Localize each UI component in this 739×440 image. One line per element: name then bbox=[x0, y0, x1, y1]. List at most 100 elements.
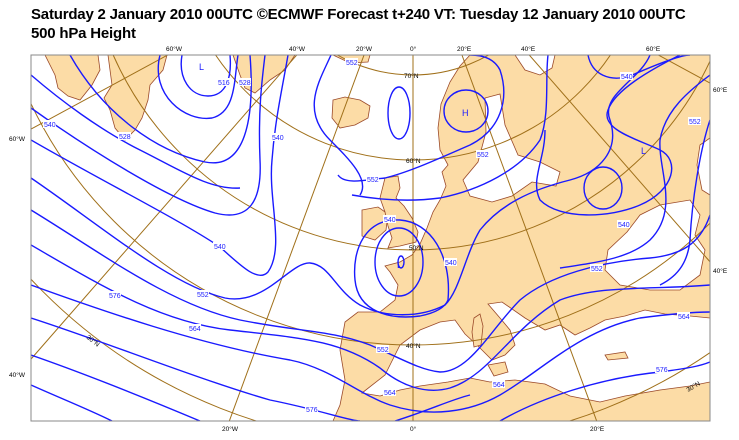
low-center-marker: L bbox=[397, 260, 402, 270]
contour bbox=[180, 55, 232, 97]
lon-label-bottom: 20°W bbox=[222, 425, 239, 433]
meridian-40e bbox=[528, 55, 710, 263]
contour-label: 516 bbox=[217, 78, 230, 87]
contour-label: 528 bbox=[118, 132, 131, 141]
contour-label: 552 bbox=[476, 150, 489, 159]
contour-label: 552 bbox=[590, 264, 603, 273]
svg-text:552: 552 bbox=[367, 177, 379, 184]
svg-text:576: 576 bbox=[656, 367, 668, 374]
contour-label: 552 bbox=[366, 175, 379, 184]
contour-label: 540 bbox=[43, 120, 56, 129]
svg-text:564: 564 bbox=[678, 314, 690, 321]
svg-text:564: 564 bbox=[384, 390, 396, 397]
contour-label: 540 bbox=[271, 133, 284, 142]
contour bbox=[31, 384, 113, 421]
contour bbox=[394, 394, 471, 421]
contour bbox=[583, 166, 623, 210]
contour bbox=[374, 227, 424, 297]
svg-text:540: 540 bbox=[618, 222, 630, 229]
contour bbox=[31, 244, 710, 391]
svg-text:540: 540 bbox=[272, 135, 284, 142]
land-crete bbox=[604, 351, 629, 361]
contour bbox=[157, 55, 239, 120]
contour bbox=[351, 55, 549, 201]
contour-label: 576 bbox=[108, 291, 121, 300]
chart-subtitle: 500 hPa Height bbox=[31, 25, 136, 42]
svg-text:564: 564 bbox=[189, 326, 201, 333]
land-sicily bbox=[487, 361, 509, 377]
contour-label: 540 bbox=[444, 258, 457, 267]
svg-text:552: 552 bbox=[197, 292, 209, 299]
contour-label: 552 bbox=[196, 290, 209, 299]
contour-label: 540 bbox=[213, 242, 226, 251]
svg-text:540: 540 bbox=[214, 244, 226, 251]
contour-label: 564 bbox=[677, 312, 690, 321]
svg-text:540: 540 bbox=[384, 217, 396, 224]
lon-label-top: 60°E bbox=[646, 45, 661, 53]
svg-text:516: 516 bbox=[218, 80, 230, 87]
contour-label: 564 bbox=[188, 324, 201, 333]
lon-label-top: 40°E bbox=[521, 45, 536, 53]
contour-label: 540 bbox=[620, 72, 633, 81]
chart-title: Saturday 2 January 2010 00UTC ©ECMWF For… bbox=[31, 6, 686, 23]
contour-label: 552 bbox=[688, 117, 701, 126]
lon-label-right: 40°E bbox=[713, 267, 728, 275]
lon-label-left: 40°W bbox=[9, 371, 26, 379]
sea-caspian bbox=[696, 137, 710, 196]
land-iceland bbox=[331, 96, 371, 129]
contour-label: 576 bbox=[305, 405, 318, 414]
contour bbox=[499, 361, 710, 421]
longitude-labels: 60°W 40°W 20°W 0° 20°E 40°E 60°E 20°W 0°… bbox=[9, 45, 728, 433]
svg-text:552: 552 bbox=[346, 60, 358, 67]
lon-label-bottom: 20°E bbox=[590, 425, 605, 433]
land-baffin bbox=[44, 55, 101, 101]
svg-text:528: 528 bbox=[119, 134, 131, 141]
contour bbox=[535, 55, 681, 216]
contour bbox=[31, 209, 710, 373]
lat-label-60n: 60°N bbox=[406, 157, 421, 165]
contour bbox=[31, 284, 710, 413]
land-corsica-sardinia bbox=[471, 313, 484, 348]
contour bbox=[353, 219, 450, 318]
contour bbox=[313, 55, 364, 196]
svg-text:552: 552 bbox=[377, 347, 389, 354]
lon-label-top: 20°E bbox=[457, 45, 472, 53]
contour bbox=[31, 74, 241, 189]
lon-label-top: 40°W bbox=[289, 45, 306, 53]
lon-label-top: 20°W bbox=[356, 45, 373, 53]
map-frame bbox=[30, 54, 711, 422]
lat-label-70n: 70°N bbox=[404, 72, 419, 80]
contour-label: 552 bbox=[345, 58, 358, 67]
high-center-marker: H bbox=[462, 108, 469, 118]
contour bbox=[31, 55, 266, 216]
contour bbox=[31, 55, 289, 277]
sea-barents bbox=[514, 55, 556, 76]
meridian-20w bbox=[228, 55, 365, 421]
lon-label-top: 60°W bbox=[166, 45, 183, 53]
contour-label: 528 bbox=[238, 78, 251, 87]
contour bbox=[397, 255, 405, 269]
lon-label-left: 60°W bbox=[9, 135, 26, 143]
contour-label: 552 bbox=[376, 345, 389, 354]
lat-label-40n: 40°N bbox=[406, 342, 421, 350]
contour bbox=[443, 89, 489, 133]
contour-label: 564 bbox=[383, 388, 396, 397]
contour-label: 564 bbox=[492, 380, 505, 389]
height-contours bbox=[31, 55, 710, 421]
low-center-marker: L bbox=[199, 62, 204, 72]
svg-text:540: 540 bbox=[44, 122, 56, 129]
meridian-20e bbox=[461, 55, 598, 421]
lat-label-50n: 50°N bbox=[409, 244, 424, 252]
sea-baltic bbox=[462, 93, 561, 203]
contour-label: 540 bbox=[617, 220, 630, 229]
contour-labels: 516 528 528 540 540 540 540 540 540 540 … bbox=[43, 58, 701, 414]
contour bbox=[69, 55, 252, 164]
lon-label-top: 0° bbox=[410, 45, 417, 53]
contour bbox=[31, 317, 361, 421]
lon-label-bottom: 0° bbox=[410, 425, 417, 433]
svg-text:552: 552 bbox=[689, 119, 701, 126]
contour bbox=[31, 55, 651, 316]
svg-text:576: 576 bbox=[109, 293, 121, 300]
